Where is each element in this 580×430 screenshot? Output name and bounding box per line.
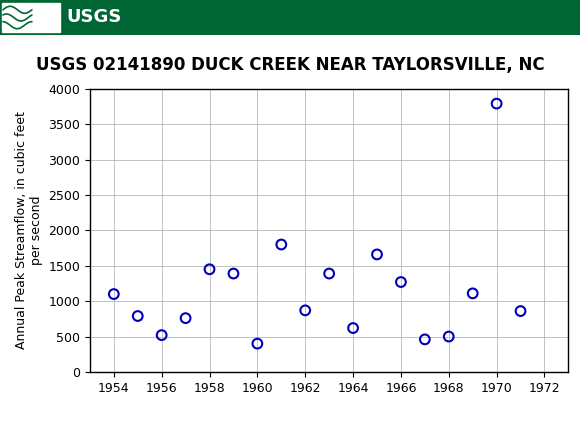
- Point: [420, 336, 429, 343]
- Point: [516, 307, 525, 314]
- Point: [133, 313, 143, 319]
- Point: [396, 279, 405, 286]
- Point: [349, 325, 358, 332]
- Point: [277, 241, 286, 248]
- Point: [109, 291, 118, 298]
- Point: [181, 315, 190, 322]
- Point: [492, 100, 501, 107]
- Text: USGS 02141890 DUCK CREEK NEAR TAYLORSVILLE, NC: USGS 02141890 DUCK CREEK NEAR TAYLORSVIL…: [36, 55, 544, 74]
- Bar: [2, 3, 60, 32]
- Point: [253, 340, 262, 347]
- Point: [468, 290, 477, 297]
- Point: [205, 266, 214, 273]
- Text: USGS: USGS: [67, 9, 122, 27]
- Point: [300, 307, 310, 314]
- Point: [372, 251, 382, 258]
- Point: [444, 333, 454, 340]
- Point: [229, 270, 238, 277]
- Point: [325, 270, 334, 277]
- Y-axis label: Annual Peak Streamflow, in cubic feet
per second: Annual Peak Streamflow, in cubic feet pe…: [14, 111, 43, 349]
- Point: [157, 332, 166, 338]
